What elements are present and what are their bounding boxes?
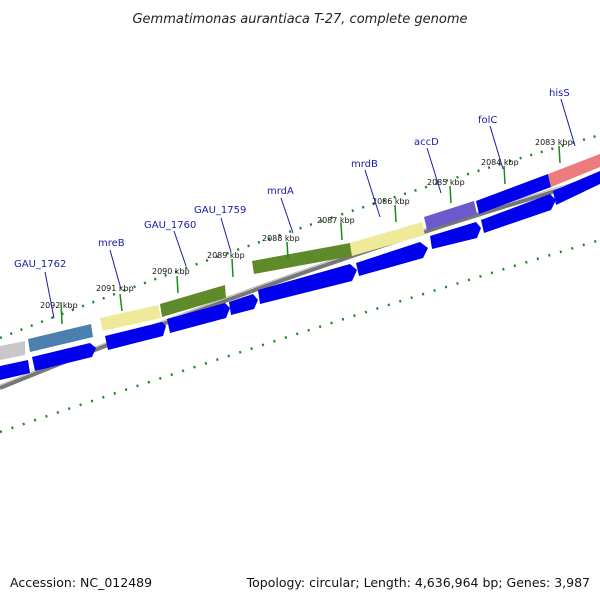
gene-label-GAU_1762[interactable]: GAU_1762 xyxy=(14,259,66,270)
cds-arrow[interactable] xyxy=(229,294,258,315)
kbp-label: 2088 kbp xyxy=(262,234,300,243)
kbp-label: 2091 kbp xyxy=(96,284,134,293)
gene-block-mreB[interactable] xyxy=(100,305,161,331)
genome-summary-text: Topology: circular; Length: 4,636,964 bp… xyxy=(246,575,590,590)
cds-arrow[interactable] xyxy=(553,171,600,205)
inner-tick-ring xyxy=(0,238,600,434)
gene-block-GAU_1762[interactable] xyxy=(28,324,93,352)
cds-arrow[interactable] xyxy=(167,303,230,333)
kbp-label: 2083 kbp xyxy=(535,138,573,147)
gene-label-mreB[interactable]: mreB xyxy=(98,238,125,249)
map-title: Gemmatimonas aurantiaca T-27, complete g… xyxy=(132,12,467,27)
kbp-label: 2085 kbp xyxy=(427,178,465,187)
gene-block-accD[interactable] xyxy=(424,201,477,230)
unknown-feature[interactable] xyxy=(0,341,25,360)
gene-label-hisS[interactable]: hisS xyxy=(549,88,570,99)
gene-label-mrdA[interactable]: mrdA xyxy=(267,186,294,197)
kbp-label: 2090 kbp xyxy=(152,267,190,276)
gene-label-accD[interactable]: accD xyxy=(414,137,439,148)
cds-arrow[interactable] xyxy=(105,322,166,350)
gene-label-mrdB[interactable]: mrdB xyxy=(351,159,378,170)
cds-track xyxy=(0,171,600,380)
kbp-label: 2089 kbp xyxy=(207,251,245,260)
accession-text: Accession: NC_012489 xyxy=(10,575,152,590)
gene-label-GAU_1760[interactable]: GAU_1760 xyxy=(144,220,196,231)
cds-arrow[interactable] xyxy=(0,360,30,380)
cds-arrow[interactable] xyxy=(356,242,428,276)
cds-arrow[interactable] xyxy=(430,222,481,249)
outer-tick-ring xyxy=(0,133,600,340)
feature-track xyxy=(0,154,600,360)
kbp-label: 2086 kbp xyxy=(372,197,410,206)
kbp-labels: 2092 kbp 2091 kbp 2090 kbp 2089 kbp 2088… xyxy=(40,138,573,325)
gene-label-folC[interactable]: folC xyxy=(478,115,497,126)
gene-labels: GAU_1762 mreB GAU_1760 GAU_1759 mrdA mrd… xyxy=(14,88,576,319)
gene-label-GAU_1759[interactable]: GAU_1759 xyxy=(194,205,246,216)
cds-arrow[interactable] xyxy=(258,264,357,304)
cds-arrow[interactable] xyxy=(481,194,556,233)
cds-arrow[interactable] xyxy=(32,343,96,371)
gene-block-mrdA[interactable] xyxy=(252,243,352,274)
gene-block-hisS[interactable] xyxy=(548,154,600,187)
gene-block-GAU_1760[interactable] xyxy=(160,285,226,317)
gene-block-folC[interactable] xyxy=(476,174,551,214)
kbp-label: 2092 kbp xyxy=(40,301,78,310)
kbp-label: 2084 kbp xyxy=(481,158,519,167)
gene-block-mrdB[interactable] xyxy=(350,222,425,256)
kbp-label: 2087 kbp xyxy=(317,216,355,225)
